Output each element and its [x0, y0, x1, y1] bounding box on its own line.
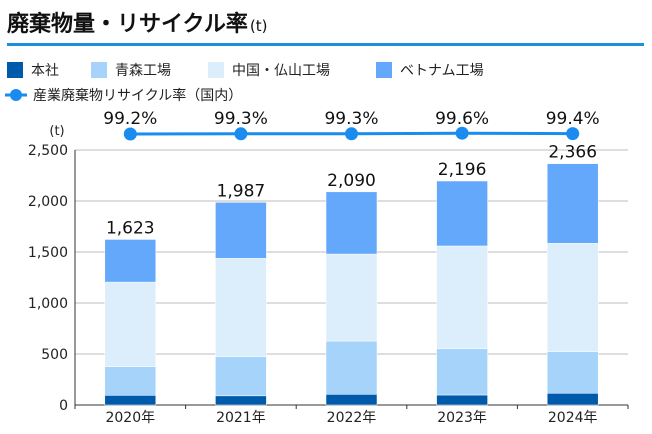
y-tick-label: 2,000	[28, 194, 68, 210]
bar-segment-3	[546, 163, 599, 244]
bar-segment-3	[215, 202, 267, 259]
bar-total-label: 2,090	[327, 171, 376, 191]
bar-segment-2	[325, 253, 378, 342]
y-tick-label: 1,500	[28, 245, 68, 261]
y-tick-label: 0	[59, 398, 68, 414]
bar-segment-0	[436, 394, 488, 406]
bar-segment-0	[325, 394, 378, 406]
line-marker-icon	[5, 89, 27, 101]
bar-segment-2	[215, 258, 267, 358]
legend-chugoku: 中国・仏山工場	[208, 60, 330, 80]
recycle-rate-point	[123, 127, 137, 141]
bar-segment-2	[546, 243, 599, 353]
x-tick-label: 2023年	[437, 410, 487, 426]
bar-segment-2	[104, 281, 157, 367]
chart-title: 廃棄物量・リサイクル率 (t)	[7, 6, 268, 38]
bar-total-label: 2,196	[438, 160, 487, 180]
recycle-rate-point	[566, 127, 580, 141]
legend-aomori: 青森工場	[91, 60, 171, 80]
recycle-rate-point	[345, 127, 358, 141]
bar-segment-3	[325, 191, 378, 255]
bar-segment-1	[104, 366, 157, 396]
bar-total-label: 1,987	[217, 181, 266, 201]
recycle-rate-label: 99.3%	[214, 109, 268, 129]
recycle-rate-point	[234, 127, 248, 141]
legend-swatch	[91, 62, 107, 78]
recycle-rate-label: 99.2%	[103, 109, 157, 129]
bar-segment-1	[215, 356, 267, 397]
y-axis-unit: (t)	[49, 124, 64, 139]
legend-vietnam: ベトナム工場	[376, 60, 484, 80]
bar-segment-1	[546, 351, 599, 394]
bar-segment-0	[546, 393, 599, 406]
legend-swatch	[7, 62, 23, 78]
bar-segment-3	[436, 180, 488, 247]
x-tick-label: 2024年	[548, 410, 598, 426]
x-tick-label: 2020年	[105, 410, 155, 426]
legend-label: 産業廃棄物リサイクル率（国内）	[33, 88, 243, 104]
legend-label: ベトナム工場	[400, 63, 484, 79]
y-tick-label: 1,000	[28, 296, 68, 312]
legend-swatch	[208, 62, 224, 78]
recycle-rate-point	[455, 126, 469, 140]
title-text: 廃棄物量・リサイクル率	[7, 12, 248, 37]
legend-label: 青森工場	[115, 63, 171, 79]
x-tick-label: 2021年	[216, 410, 266, 426]
legend-label: 中国・仏山工場	[232, 63, 330, 79]
bar-segment-1	[436, 348, 488, 396]
legend-recycle-rate: 産業廃棄物リサイクル率（国内）	[5, 85, 242, 105]
title-underline	[7, 43, 644, 46]
recycle-rate-label: 99.6%	[435, 109, 489, 129]
bar-segment-0	[215, 395, 267, 406]
y-tick-label: 2,500	[28, 143, 68, 159]
bar-total-label: 2,366	[548, 143, 597, 163]
y-tick-label: 500	[41, 347, 68, 363]
legend-swatch	[376, 62, 392, 78]
bar-segment-0	[104, 395, 157, 406]
legend-label: 本社	[31, 63, 59, 79]
title-unit: (t)	[249, 17, 268, 35]
x-tick-label: 2022年	[327, 410, 377, 426]
bar-segment-3	[104, 239, 157, 283]
bar-total-label: 1,623	[106, 218, 155, 238]
recycle-rate-label: 99.3%	[324, 109, 378, 129]
bar-segment-2	[436, 245, 488, 349]
recycle-rate-label: 99.4%	[546, 109, 600, 129]
bar-segment-1	[325, 340, 378, 395]
legend-honsha: 本社	[7, 60, 59, 80]
